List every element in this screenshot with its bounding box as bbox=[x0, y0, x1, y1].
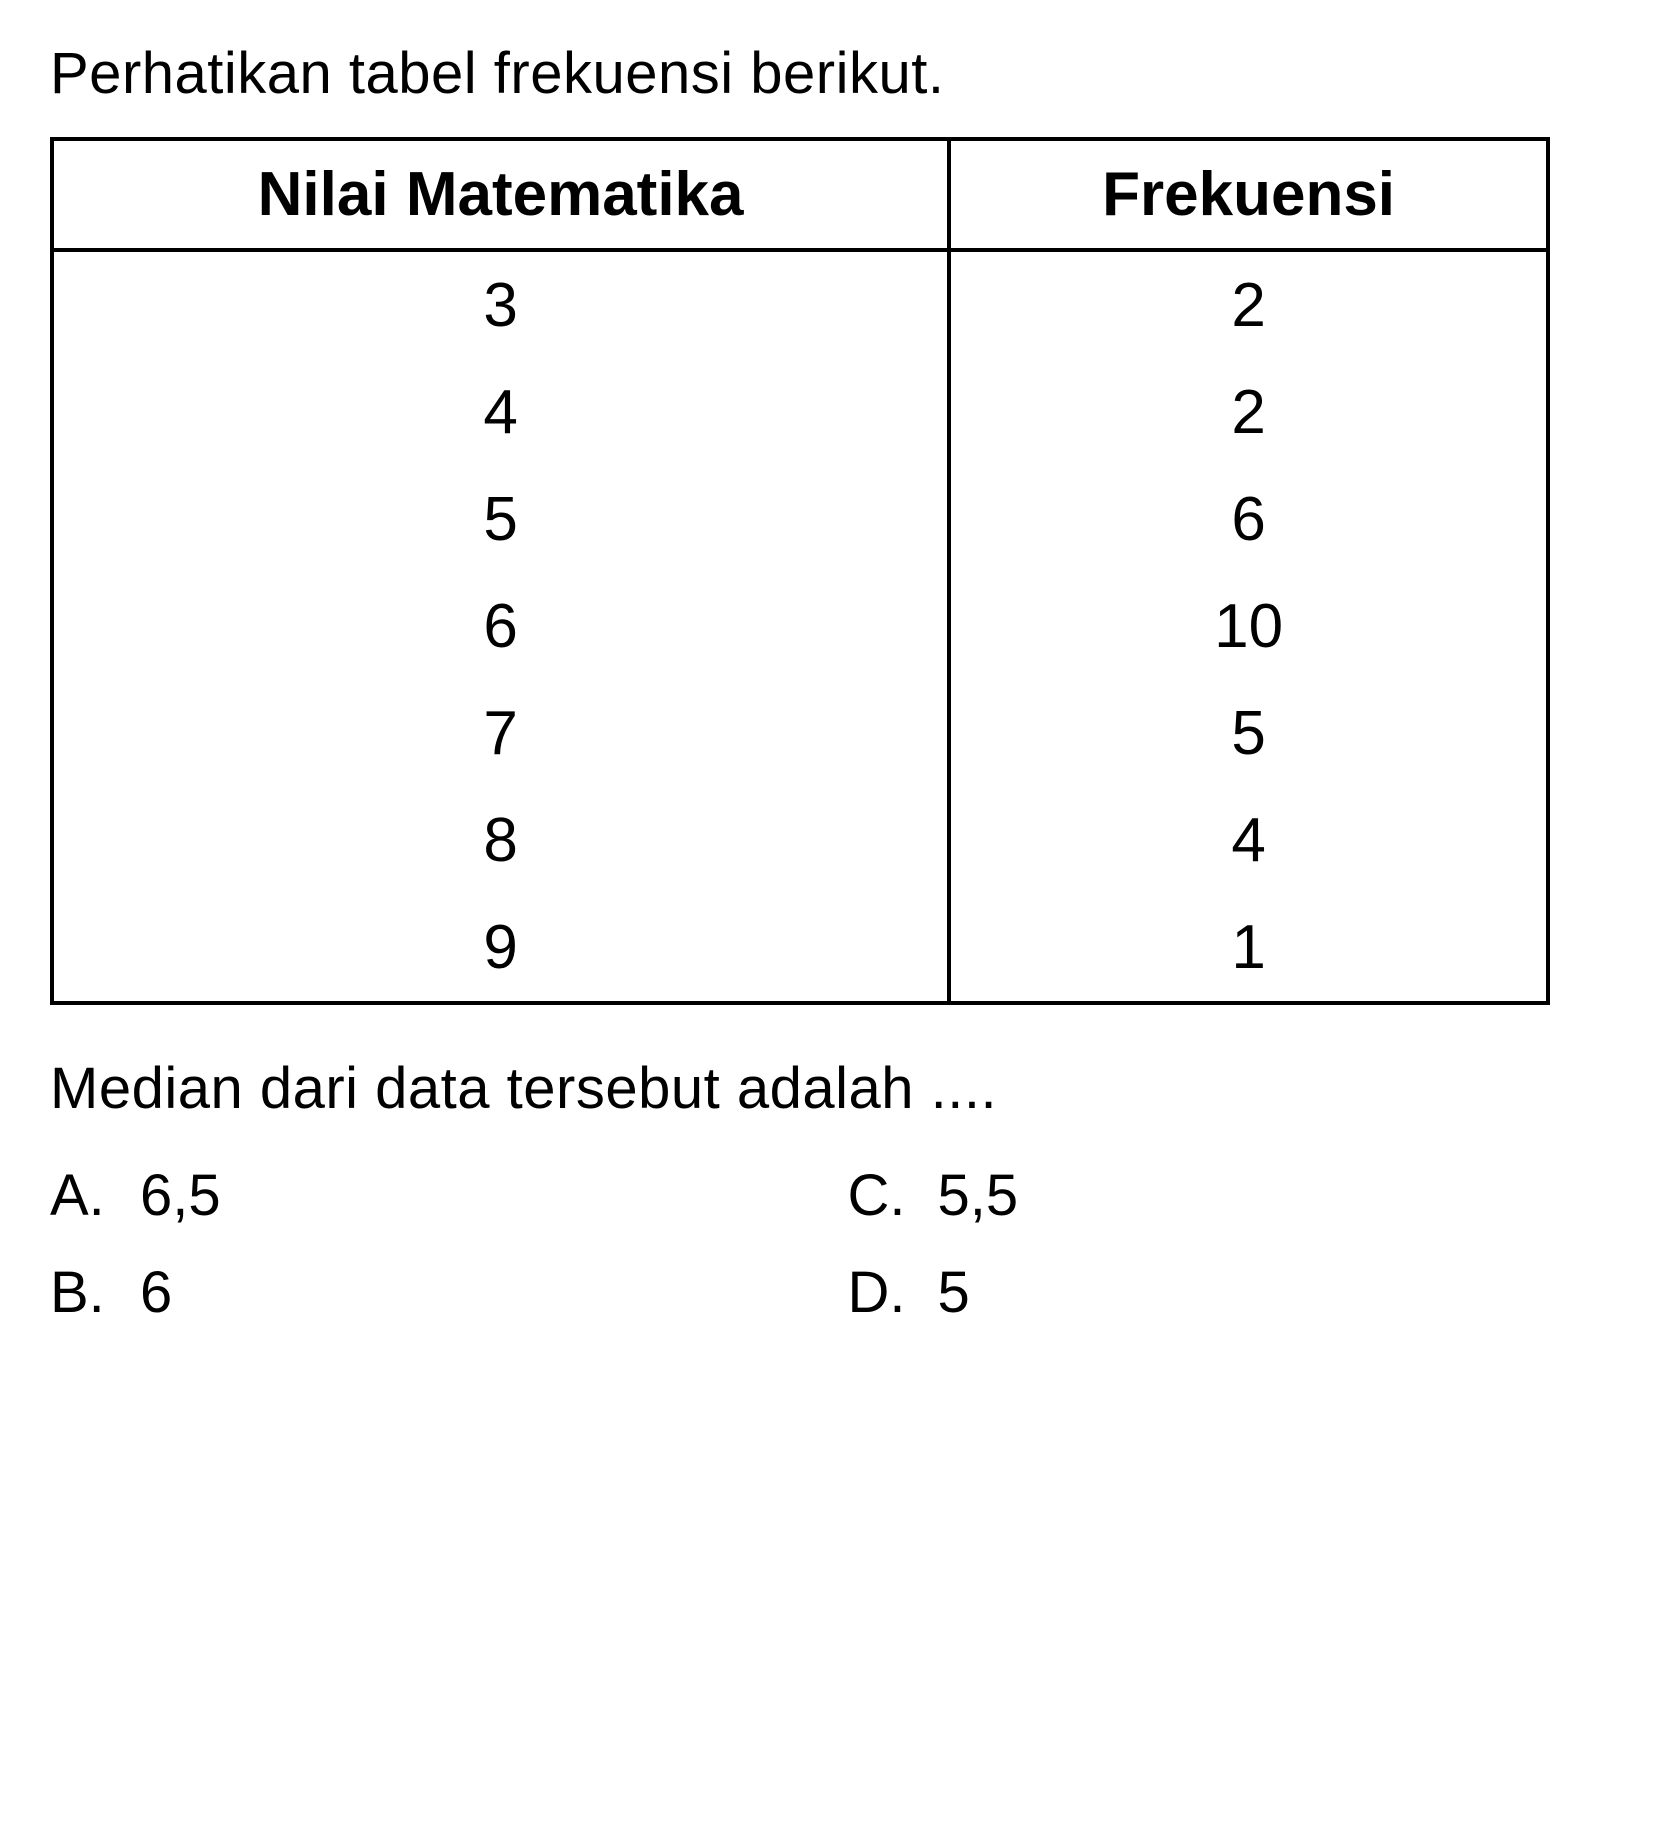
cell-nilai: 6 bbox=[54, 573, 949, 680]
options-grid: A. 6,5 C. 5,5 B. 6 D. 5 bbox=[50, 1162, 1605, 1326]
cell-frekuensi: 5 bbox=[949, 680, 1546, 787]
header-frekuensi: Frekuensi bbox=[949, 139, 1546, 250]
option-b: B. 6 bbox=[50, 1259, 808, 1326]
table-row: 7 5 bbox=[54, 680, 1546, 787]
option-a: A. 6,5 bbox=[50, 1162, 808, 1229]
option-value: 6,5 bbox=[140, 1162, 808, 1229]
table-row: 9 1 bbox=[54, 894, 1546, 1003]
table-row: 4 2 bbox=[54, 359, 1546, 466]
option-value: 5 bbox=[938, 1259, 1606, 1326]
page-title: Perhatikan tabel frekuensi berikut. bbox=[50, 40, 1605, 107]
cell-nilai: 3 bbox=[54, 250, 949, 359]
frequency-table: Nilai Matematika Frekuensi 3 2 4 2 5 6 6… bbox=[54, 137, 1546, 1005]
option-letter: A. bbox=[50, 1162, 140, 1229]
table-row: 3 2 bbox=[54, 250, 1546, 359]
option-d: D. 5 bbox=[848, 1259, 1606, 1326]
table-row: 8 4 bbox=[54, 787, 1546, 894]
cell-frekuensi: 1 bbox=[949, 894, 1546, 1003]
table-row: 5 6 bbox=[54, 466, 1546, 573]
option-c: C. 5,5 bbox=[848, 1162, 1606, 1229]
cell-frekuensi: 10 bbox=[949, 573, 1546, 680]
option-value: 6 bbox=[140, 1259, 808, 1326]
question-text: Median dari data tersebut adalah .... bbox=[50, 1055, 1605, 1122]
header-nilai: Nilai Matematika bbox=[54, 139, 949, 250]
cell-nilai: 4 bbox=[54, 359, 949, 466]
table-header-row: Nilai Matematika Frekuensi bbox=[54, 139, 1546, 250]
option-value: 5,5 bbox=[938, 1162, 1606, 1229]
table-row: 6 10 bbox=[54, 573, 1546, 680]
frequency-table-container: Nilai Matematika Frekuensi 3 2 4 2 5 6 6… bbox=[50, 137, 1550, 1005]
cell-frekuensi: 4 bbox=[949, 787, 1546, 894]
cell-nilai: 5 bbox=[54, 466, 949, 573]
cell-frekuensi: 6 bbox=[949, 466, 1546, 573]
cell-frekuensi: 2 bbox=[949, 250, 1546, 359]
cell-nilai: 8 bbox=[54, 787, 949, 894]
cell-frekuensi: 2 bbox=[949, 359, 1546, 466]
option-letter: C. bbox=[848, 1162, 938, 1229]
option-letter: B. bbox=[50, 1259, 140, 1326]
cell-nilai: 7 bbox=[54, 680, 949, 787]
option-letter: D. bbox=[848, 1259, 938, 1326]
cell-nilai: 9 bbox=[54, 894, 949, 1003]
